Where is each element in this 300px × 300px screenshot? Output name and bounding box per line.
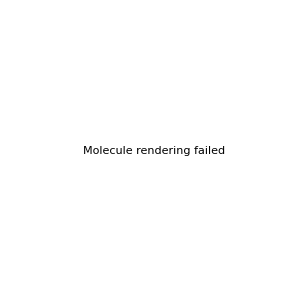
Text: Molecule rendering failed: Molecule rendering failed bbox=[83, 146, 225, 157]
